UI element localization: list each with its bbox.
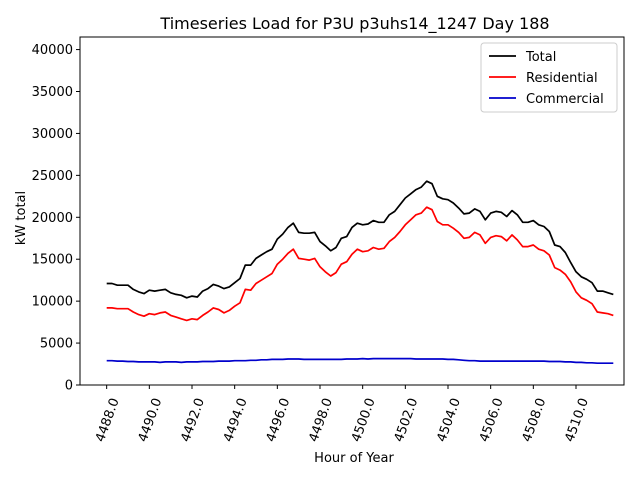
chart-title: Timeseries Load for P3U p3uhs14_1247 Day… bbox=[159, 14, 549, 34]
legend-box bbox=[480, 42, 618, 113]
x-axis-label: Hour of Year bbox=[314, 451, 394, 466]
series-line-residential bbox=[106, 206, 614, 322]
y-tick-label: 15000 bbox=[32, 253, 73, 268]
y-tick-label: 35000 bbox=[32, 85, 73, 100]
y-tick-label: 0 bbox=[65, 379, 73, 394]
y-axis: 0 5000 10000 15000 20000 25000 30000 35000 40000 bbox=[32, 43, 80, 394]
legend-label-residential: Residential bbox=[526, 71, 598, 86]
y-axis-label: kW total bbox=[14, 191, 29, 245]
y-tick-label: 25000 bbox=[32, 169, 73, 184]
legend-label-commercial: Commercial bbox=[526, 92, 604, 107]
y-tick-label: 40000 bbox=[32, 43, 73, 58]
y-tick-label: 5000 bbox=[40, 337, 73, 352]
y-tick-label: 10000 bbox=[32, 295, 73, 310]
plot-frame bbox=[79, 36, 625, 386]
y-tick-label: 20000 bbox=[32, 211, 73, 226]
y-tick-label: 30000 bbox=[32, 127, 73, 142]
legend-label-total: Total bbox=[525, 50, 556, 65]
legend: Total Residential Commercial bbox=[480, 42, 618, 113]
series-line-commercial bbox=[106, 357, 614, 365]
series-line-total bbox=[106, 180, 614, 299]
